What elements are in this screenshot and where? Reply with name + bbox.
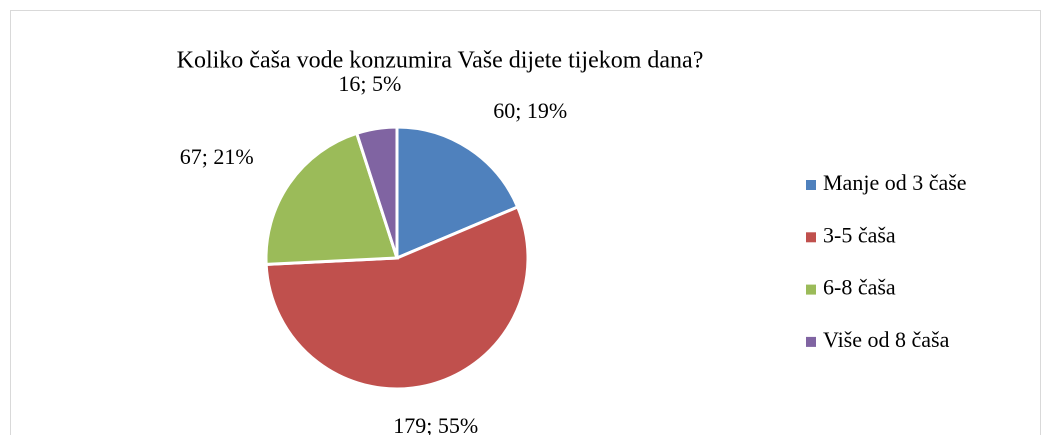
chart-border: [10, 10, 1041, 435]
pie-slice: [354, 125, 399, 259]
legend-swatch: [806, 180, 816, 190]
pie-slice: [395, 125, 520, 261]
chart-title: Koliko čaša vode konzumira Vaše dijete t…: [177, 48, 704, 74]
data-label: 60; 19%: [493, 98, 567, 123]
legend-swatch: [806, 232, 816, 243]
legend-swatch: [806, 336, 816, 347]
legend-label: 3-5 čaša: [823, 222, 896, 247]
legend-label: 6-8 čaša: [823, 275, 896, 300]
pie-slice: [264, 205, 530, 391]
data-label: 16; 5%: [338, 71, 401, 96]
data-label: 67; 21%: [180, 144, 254, 169]
legend-label: Više od 8 čaša: [823, 327, 950, 352]
pie-slice: [264, 131, 400, 266]
legend-label: Manje od 3 čaše: [823, 170, 967, 195]
legend-swatch: [806, 284, 816, 295]
data-label: 179; 55%: [393, 413, 478, 435]
